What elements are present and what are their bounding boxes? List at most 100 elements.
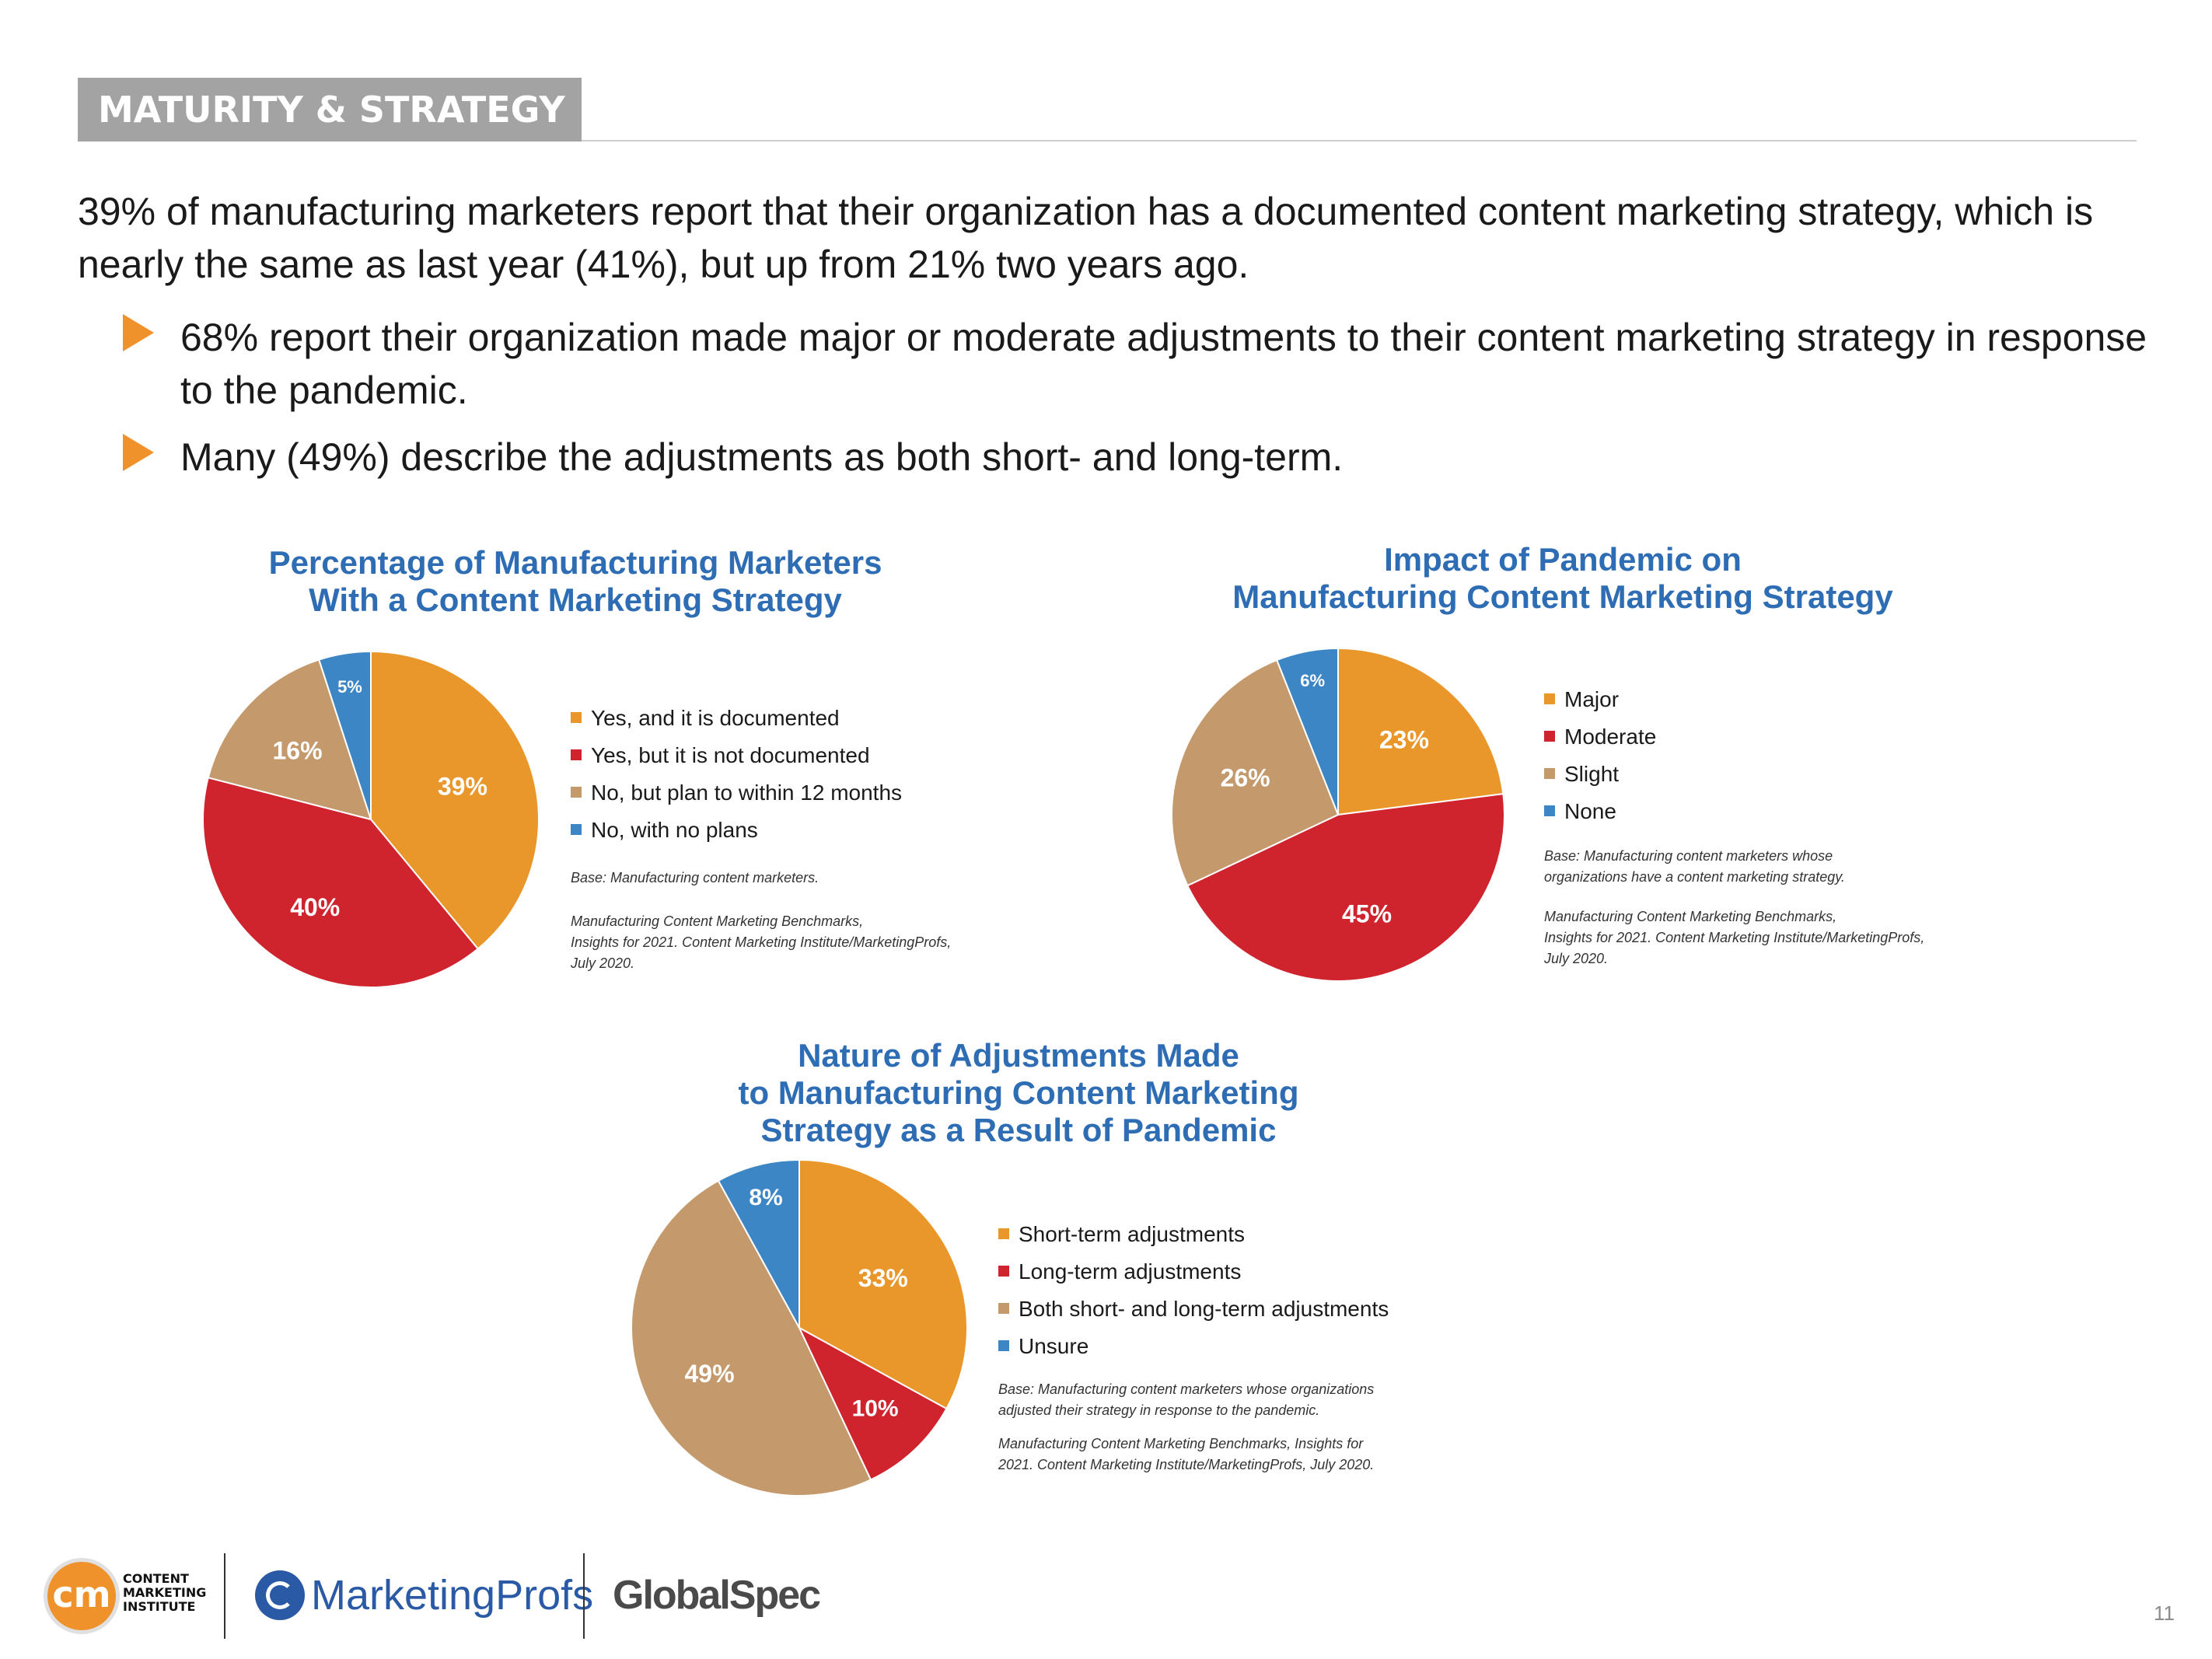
pie-slice-label: 26% bbox=[1221, 764, 1270, 792]
cmi-name-line: INSTITUTE bbox=[123, 1599, 196, 1614]
chart-3-pie: 33% 10% 49% 8% bbox=[630, 1158, 968, 1497]
chart-1-base-note: Base: Manufacturing content marketers. bbox=[571, 868, 819, 889]
note-line: July 2020. bbox=[571, 955, 635, 971]
legend-label: Yes, but it is not documented bbox=[591, 743, 870, 767]
legend-swatch bbox=[1544, 805, 1555, 816]
chart-title-line: Percentage of Manufacturing Marketers bbox=[268, 544, 882, 581]
pie-slice-label: 16% bbox=[273, 736, 323, 764]
pie-slice bbox=[1337, 647, 1504, 816]
legend-swatch bbox=[998, 1339, 1009, 1351]
pie-slice bbox=[798, 1158, 968, 1410]
bullet-2: Many (49%) describe the adjustments as b… bbox=[180, 435, 1344, 479]
note-line: Insights for 2021. Content Marketing Ins… bbox=[571, 934, 952, 950]
note-line: 2021. Content Marketing Institute/Market… bbox=[998, 1457, 1375, 1472]
pie-slice bbox=[717, 1158, 800, 1329]
legend-label: Major bbox=[1564, 687, 1620, 711]
pie-slice-label: 40% bbox=[290, 893, 340, 921]
pie-slice bbox=[207, 658, 372, 821]
legend-item: No, but plan to within 12 months bbox=[571, 774, 902, 812]
legend-label: Both short- and long-term adjustments bbox=[1019, 1297, 1389, 1321]
legend-label: Moderate bbox=[1564, 725, 1657, 749]
pie-slice bbox=[1171, 658, 1340, 887]
legend-item: Yes, and it is documented bbox=[571, 700, 902, 737]
bullet-1: 68% report their organization made major… bbox=[180, 316, 2147, 412]
intro-text: 39% of manufacturing marketers report th… bbox=[78, 190, 2094, 286]
pie-slice bbox=[1275, 647, 1339, 816]
legend-swatch bbox=[571, 749, 582, 760]
pie-slice-label: 49% bbox=[685, 1360, 735, 1388]
legend-swatch bbox=[998, 1265, 1009, 1277]
legend-label: Long-term adjustments bbox=[1019, 1259, 1242, 1284]
legend-label: Short-term adjustments bbox=[1019, 1222, 1245, 1246]
legend-item: No, with no plans bbox=[571, 812, 902, 849]
marketingprofs-logo-swirl bbox=[266, 1581, 294, 1609]
chart-title-line: Nature of Adjustments Made bbox=[798, 1037, 1239, 1074]
legend-item: Major bbox=[1544, 681, 1656, 718]
chart-title-line: With a Content Marketing Strategy bbox=[309, 582, 842, 618]
chart-2-source-note: Manufacturing Content Marketing Benchmar… bbox=[1544, 906, 1924, 969]
chart-1-pie: 39% 40% 16% 5% bbox=[202, 650, 540, 988]
note-line: Base: Manufacturing content marketers. bbox=[571, 870, 819, 885]
cmi-logo-icon: cm bbox=[44, 1558, 120, 1634]
legend-label: Slight bbox=[1564, 762, 1620, 786]
section-label: MATURITY & STRATEGY bbox=[78, 78, 582, 141]
chart-title-line: Impact of Pandemic on bbox=[1384, 541, 1742, 578]
footer-divider bbox=[583, 1553, 585, 1639]
chart-3-source-note: Manufacturing Content Marketing Benchmar… bbox=[998, 1434, 1374, 1476]
note-line: Manufacturing Content Marketing Benchmar… bbox=[571, 913, 864, 929]
legend-item: Moderate bbox=[1544, 718, 1656, 756]
legend-item: Both short- and long-term adjustments bbox=[998, 1291, 1389, 1328]
footer-divider bbox=[224, 1553, 225, 1639]
legend-item: None bbox=[1544, 793, 1656, 830]
legend-item: Unsure bbox=[998, 1328, 1389, 1365]
pie-slice-label: 39% bbox=[438, 773, 487, 801]
chart-3-legend: Short-term adjustments Long-term adjustm… bbox=[998, 1216, 1389, 1365]
pie-slice-label: 33% bbox=[858, 1264, 908, 1292]
globalspec-logo-text: GlobalSpec bbox=[613, 1573, 821, 1618]
chart-2-title: Impact of Pandemic on Manufacturing Cont… bbox=[1166, 541, 1959, 616]
note-line: Manufacturing Content Marketing Benchmar… bbox=[998, 1436, 1364, 1451]
legend-swatch bbox=[571, 711, 582, 723]
page-number: 11 bbox=[2154, 1601, 2175, 1625]
legend-label: Unsure bbox=[1019, 1334, 1089, 1358]
pie-slice bbox=[630, 1179, 872, 1497]
legend-item: Yes, but it is not documented bbox=[571, 737, 902, 774]
pie-slice-label: 45% bbox=[1342, 899, 1392, 927]
chart-1-title: Percentage of Manufacturing Marketers Wi… bbox=[187, 544, 964, 619]
legend-item: Long-term adjustments bbox=[998, 1253, 1389, 1291]
legend-label: No, with no plans bbox=[591, 818, 758, 842]
legend-item: Short-term adjustments bbox=[998, 1216, 1389, 1253]
marketingprofs-logo-icon bbox=[255, 1570, 305, 1620]
note-line: Base: Manufacturing content marketers wh… bbox=[1544, 848, 1833, 864]
chart-2-base-note: Base: Manufacturing content marketers wh… bbox=[1544, 846, 1845, 888]
note-line: Insights for 2021. Content Marketing Ins… bbox=[1544, 930, 1925, 945]
cmi-name-line: CONTENT bbox=[123, 1571, 189, 1586]
note-line: Manufacturing Content Marketing Benchmar… bbox=[1544, 909, 1837, 924]
legend-label: No, but plan to within 12 months bbox=[591, 781, 903, 805]
bullet-arrow-icon bbox=[123, 434, 154, 471]
legend-swatch bbox=[998, 1228, 1009, 1239]
legend-swatch bbox=[571, 786, 582, 798]
legend-item: Slight bbox=[1544, 756, 1656, 793]
legend-swatch bbox=[1544, 767, 1555, 779]
pie-slice bbox=[317, 650, 372, 820]
pie-slice bbox=[370, 650, 540, 950]
pie-slice bbox=[1186, 793, 1505, 983]
legend-label: None bbox=[1564, 799, 1616, 823]
legend-swatch bbox=[571, 823, 582, 835]
cmi-name-line: MARKETING bbox=[123, 1585, 207, 1600]
chart-title-line: Strategy as a Result of Pandemic bbox=[760, 1112, 1277, 1148]
bullet-arrow-icon bbox=[123, 314, 154, 351]
header-rule bbox=[582, 140, 2137, 141]
pie-slice-label: 6% bbox=[1300, 671, 1325, 690]
chart-3-base-note: Base: Manufacturing content marketers wh… bbox=[998, 1379, 1374, 1421]
legend-swatch bbox=[998, 1302, 1009, 1314]
chart-1-legend: Yes, and it is documented Yes, but it is… bbox=[571, 700, 902, 849]
chart-1-source-note: Manufacturing Content Marketing Benchmar… bbox=[571, 911, 951, 974]
pie-slice bbox=[202, 777, 480, 988]
note-line: adjusted their strategy in response to t… bbox=[998, 1402, 1320, 1418]
pie-slice-label: 10% bbox=[852, 1395, 899, 1421]
chart-3-title: Nature of Adjustments Made to Manufactur… bbox=[638, 1037, 1400, 1149]
legend-swatch bbox=[1544, 730, 1555, 742]
pie-slice-label: 23% bbox=[1379, 726, 1429, 754]
